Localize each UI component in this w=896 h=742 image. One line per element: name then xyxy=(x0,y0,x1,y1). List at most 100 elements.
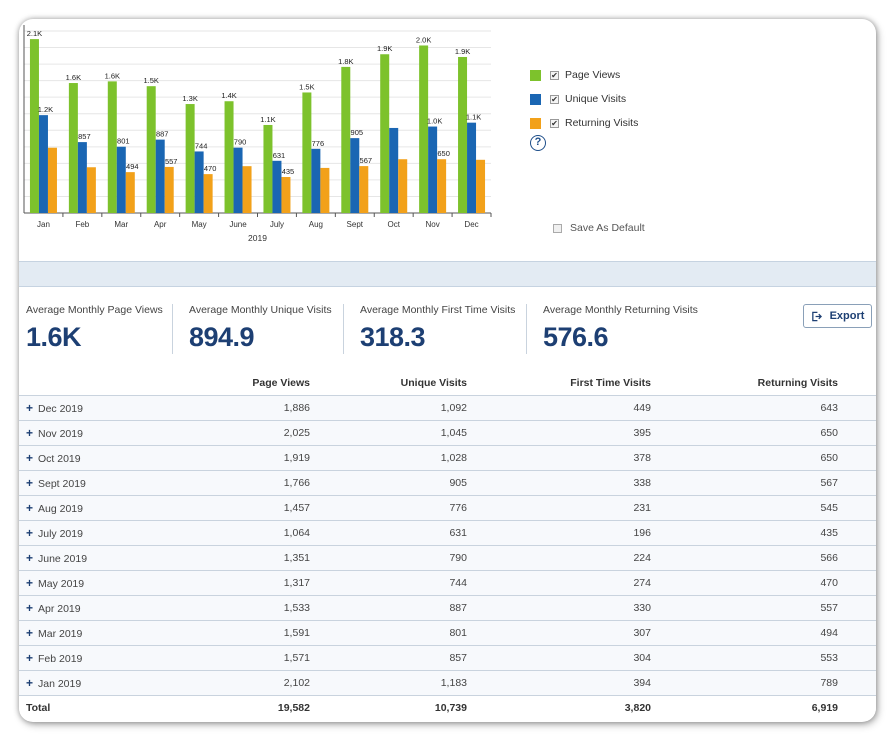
header-returning-visits[interactable]: Returning Visits xyxy=(758,371,838,396)
x-tick-label: Feb xyxy=(75,220,89,229)
bar-data-label: 494 xyxy=(126,162,139,171)
table-row[interactable]: + Jan 2019 2,102 1,183 394 789 xyxy=(19,671,876,696)
bar-data-label: 1.1K xyxy=(260,115,275,124)
export-button[interactable]: Export xyxy=(803,304,872,328)
row-month[interactable]: + June 2019 xyxy=(26,546,87,572)
row-first-time-visits: 338 xyxy=(633,471,651,496)
row-page-views: 1,317 xyxy=(284,571,310,596)
legend-label: Unique Visits xyxy=(565,93,626,105)
table-row[interactable]: + Aug 2019 1,457 776 231 545 xyxy=(19,496,876,521)
help-icon[interactable]: ? xyxy=(530,135,546,151)
table-row[interactable]: + Nov 2019 2,025 1,045 395 650 xyxy=(19,421,876,446)
legend-label: Returning Visits xyxy=(565,117,638,129)
row-returning-visits: 553 xyxy=(820,646,838,671)
x-tick-label: May xyxy=(192,220,207,229)
row-month[interactable]: + Apr 2019 xyxy=(26,596,81,622)
x-tick-label: Apr xyxy=(154,220,167,229)
row-month[interactable]: + Aug 2019 xyxy=(26,496,83,522)
table-row[interactable]: + Feb 2019 1,571 857 304 553 xyxy=(19,646,876,671)
header-first-time-visits[interactable]: First Time Visits xyxy=(570,371,651,396)
row-month[interactable]: + Dec 2019 xyxy=(26,396,83,422)
table-row[interactable]: + Sept 2019 1,766 905 338 567 xyxy=(19,471,876,496)
bar-page-views xyxy=(302,92,311,213)
expand-plus-icon[interactable]: + xyxy=(26,646,38,671)
legend-checkbox[interactable]: ✔ xyxy=(550,119,559,128)
bar-unique-visits xyxy=(78,142,87,213)
expand-plus-icon[interactable]: + xyxy=(26,471,38,496)
row-unique-visits: 1,092 xyxy=(441,396,467,421)
bar-returning-visits xyxy=(204,174,213,213)
total-label: Total xyxy=(26,696,50,721)
bar-unique-visits xyxy=(272,161,281,213)
expand-plus-icon[interactable]: + xyxy=(26,621,38,646)
table-row[interactable]: + May 2019 1,317 744 274 470 xyxy=(19,571,876,596)
row-month[interactable]: + Oct 2019 xyxy=(26,446,81,472)
row-month[interactable]: + Mar 2019 xyxy=(26,621,82,647)
table-header: Page Views Unique Visits First Time Visi… xyxy=(19,371,876,396)
row-month[interactable]: + Sept 2019 xyxy=(26,471,86,497)
total-returning-visits: 6,919 xyxy=(812,696,838,721)
row-page-views: 1,533 xyxy=(284,596,310,621)
table-row[interactable]: + Mar 2019 1,591 801 307 494 xyxy=(19,621,876,646)
row-month[interactable]: + July 2019 xyxy=(26,521,83,547)
bar-data-label: 1.3K xyxy=(182,94,197,103)
expand-plus-icon[interactable]: + xyxy=(26,421,38,446)
bar-page-views xyxy=(263,125,272,213)
summary-label: Average Monthly Unique Visits xyxy=(189,304,332,316)
bar-returning-visits xyxy=(476,160,485,213)
summary-page-views: Average Monthly Page Views 1.6K xyxy=(26,304,163,353)
bar-data-label: 905 xyxy=(351,128,364,137)
row-month-label: Jan 2019 xyxy=(38,678,81,690)
bar-page-views xyxy=(341,67,350,213)
bar-unique-visits xyxy=(428,127,437,213)
bar-unique-visits xyxy=(156,140,165,213)
bar-returning-visits xyxy=(48,148,57,213)
legend-item-page-views[interactable]: ✔ Page Views xyxy=(530,63,638,87)
legend-checkbox[interactable]: ✔ xyxy=(550,71,559,80)
expand-plus-icon[interactable]: + xyxy=(26,671,38,696)
row-page-views: 1,591 xyxy=(284,621,310,646)
header-page-views[interactable]: Page Views xyxy=(252,371,310,396)
table-row[interactable]: + July 2019 1,064 631 196 435 xyxy=(19,521,876,546)
x-tick-label: June xyxy=(229,220,247,229)
row-month[interactable]: + May 2019 xyxy=(26,571,84,597)
legend-checkbox[interactable]: ✔ xyxy=(550,95,559,104)
legend-swatch xyxy=(530,70,541,81)
row-unique-visits: 887 xyxy=(449,596,467,621)
expand-plus-icon[interactable]: + xyxy=(26,571,38,596)
table-row[interactable]: + Apr 2019 1,533 887 330 557 xyxy=(19,596,876,621)
expand-plus-icon[interactable]: + xyxy=(26,446,38,471)
row-month[interactable]: + Jan 2019 xyxy=(26,671,81,697)
bar-unique-visits xyxy=(389,128,398,213)
row-page-views: 1,766 xyxy=(284,471,310,496)
row-month[interactable]: + Feb 2019 xyxy=(26,646,82,672)
row-returning-visits: 545 xyxy=(820,496,838,521)
row-first-time-visits: 378 xyxy=(633,446,651,471)
expand-plus-icon[interactable]: + xyxy=(26,521,38,546)
expand-plus-icon[interactable]: + xyxy=(26,546,38,571)
table-row[interactable]: + Dec 2019 1,886 1,092 449 643 xyxy=(19,396,876,421)
x-tick-label: Jan xyxy=(37,220,50,229)
save-as-default[interactable]: Save As Default xyxy=(553,222,645,234)
expand-plus-icon[interactable]: + xyxy=(26,496,38,521)
row-month[interactable]: + Nov 2019 xyxy=(26,421,83,447)
bar-returning-visits xyxy=(359,166,368,213)
legend-item-unique-visits[interactable]: ✔ Unique Visits xyxy=(530,87,638,111)
row-returning-visits: 435 xyxy=(820,521,838,546)
row-first-time-visits: 224 xyxy=(633,546,651,571)
summary-label: Average Monthly Page Views xyxy=(26,304,163,316)
bar-unique-visits xyxy=(311,149,320,213)
table-row[interactable]: + June 2019 1,351 790 224 566 xyxy=(19,546,876,571)
table-row[interactable]: + Oct 2019 1,919 1,028 378 650 xyxy=(19,446,876,471)
expand-plus-icon[interactable]: + xyxy=(26,396,38,421)
row-first-time-visits: 304 xyxy=(633,646,651,671)
bar-page-views xyxy=(458,57,467,213)
legend-item-returning-visits[interactable]: ✔ Returning Visits xyxy=(530,111,638,135)
divider xyxy=(172,304,173,354)
row-returning-visits: 789 xyxy=(820,671,838,696)
row-page-views: 1,457 xyxy=(284,496,310,521)
header-unique-visits[interactable]: Unique Visits xyxy=(401,371,467,396)
save-default-checkbox[interactable] xyxy=(553,224,562,233)
expand-plus-icon[interactable]: + xyxy=(26,596,38,621)
bar-data-label: 887 xyxy=(156,130,169,139)
